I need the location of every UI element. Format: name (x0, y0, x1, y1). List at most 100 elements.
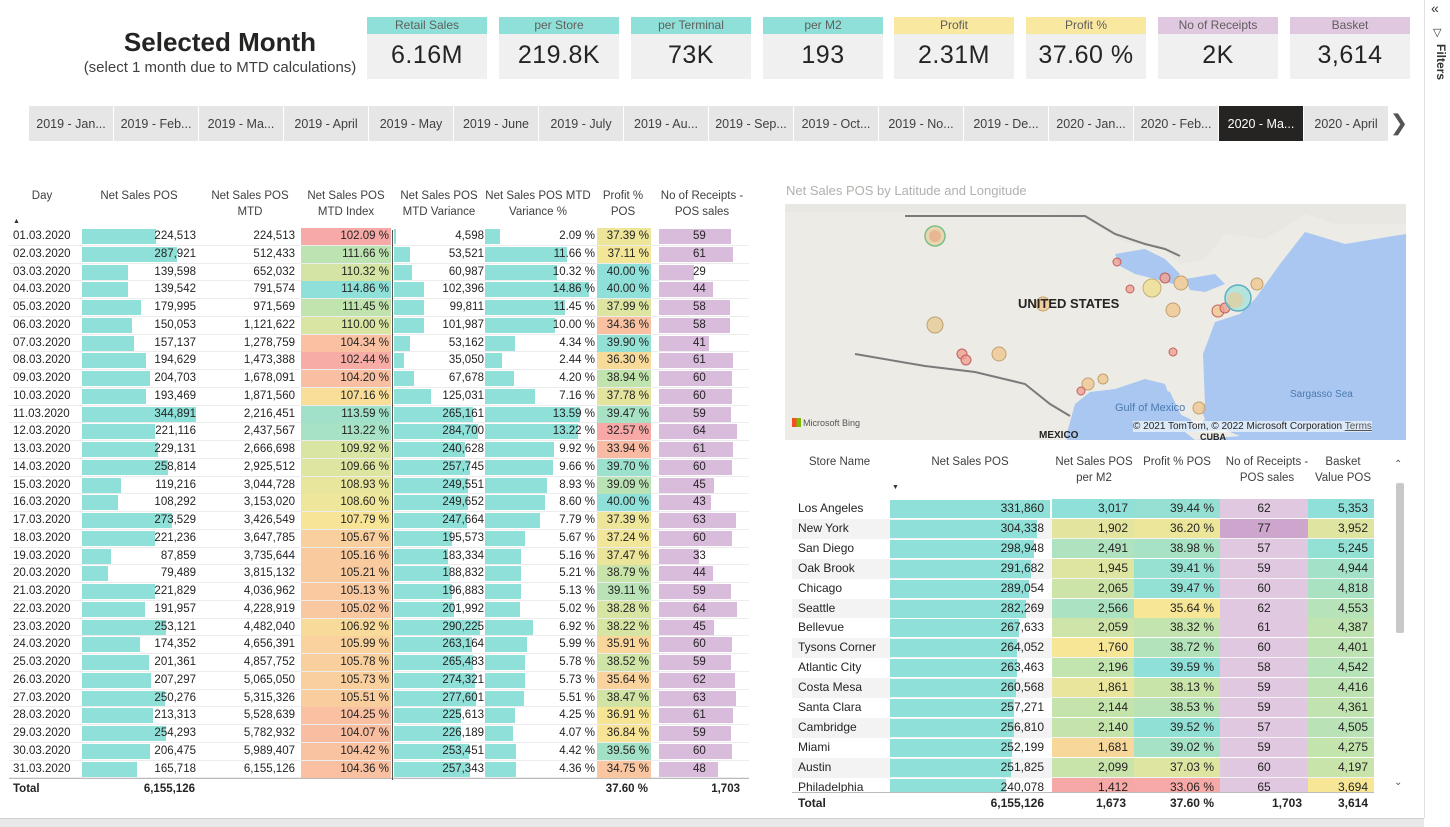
month-button[interactable]: 2020 - Jan... (1049, 106, 1133, 141)
month-button[interactable]: 2019 - Oct... (794, 106, 878, 141)
store-receipts-cell: 60 (1220, 757, 1308, 777)
slicer-next-arrow-icon[interactable]: ❯ (1389, 110, 1409, 135)
table-row[interactable]: Tysons Corner 264,052 1,760 38.72 % 60 4,401 (792, 638, 1374, 659)
bubble-houston[interactable] (1097, 373, 1109, 385)
bubble-atlantic-city[interactable] (1227, 292, 1243, 308)
month-button[interactable]: 2020 - Ma... (1219, 106, 1303, 141)
sort-ascending-icon[interactable]: ▲ (13, 218, 20, 225)
total-net-sales: 6,155,126 (143, 783, 195, 796)
map-canvas[interactable]: UNITED STATES MEXICO CUBA Gulf of Mexico… (785, 204, 1406, 440)
copyright-text: © 2021 TomTom, © 2022 Microsoft Corporat… (1133, 421, 1343, 432)
month-button[interactable]: 2019 - Ma... (199, 106, 283, 141)
month-button[interactable]: 2019 - April (284, 106, 368, 141)
bubble-costa-mesa[interactable] (960, 354, 972, 366)
month-button[interactable]: 2019 - Jan... (29, 106, 113, 141)
scroll-thumb[interactable] (1396, 483, 1404, 633)
table-row[interactable]: Seattle 282,269 2,566 35.64 % 62 4,553 (792, 598, 1374, 619)
table-row[interactable]: Austin 251,825 2,099 37.03 % 60 4,197 (792, 757, 1374, 778)
col-header-mtd-variance-pct[interactable]: Net Sales POS MTD Variance % (485, 190, 591, 218)
table-row[interactable]: Atlantic City 263,463 2,196 39.59 % 58 4,542 (792, 658, 1374, 678)
profit-pct-cell: 39.09 % (597, 476, 651, 494)
filters-pane[interactable]: « ▽ Filters (1424, 0, 1450, 818)
bubble-san-diego[interactable] (991, 346, 1007, 362)
month-button[interactable]: 2020 - April (1304, 106, 1388, 141)
scroll-up-icon[interactable]: ⌃ (1394, 459, 1403, 470)
table-row[interactable]: Miami 252,199 1,681 39.02 % 59 4,275 (792, 737, 1374, 758)
store-col-per-m2[interactable]: Net Sales POS per M2 (1055, 456, 1133, 484)
table-row[interactable]: Chicago 289,054 2,065 39.47 % 60 4,818 (792, 578, 1374, 599)
scroll-down-icon[interactable]: ⌄ (1394, 777, 1403, 788)
table-row[interactable]: Costa Mesa 260,568 1,861 38.13 % 59 4,416 (792, 678, 1374, 698)
bubble-dallas[interactable] (1081, 377, 1095, 391)
bubble-kansas[interactable] (1125, 284, 1135, 294)
store-col-basket[interactable]: Basket Value POS (1314, 456, 1372, 484)
table-row[interactable]: Cambridge 256,810 2,140 39.52 % 57 4,505 (792, 717, 1374, 738)
bubble-ohio[interactable] (1165, 302, 1181, 318)
receipts-bar (659, 743, 733, 759)
bubble-minneapolis[interactable] (1112, 257, 1122, 267)
day-cell: 13.03.2020 (13, 443, 71, 455)
profit-pct-cell: 34.36 % (597, 316, 651, 334)
table-row: 13.03.2020 229,131 2,666,698 109.92 % 240,62… (9, 441, 749, 459)
col-header-receipts[interactable]: No of Receipts - POS sales (660, 190, 744, 218)
month-button[interactable]: 2019 - May (369, 106, 453, 141)
bubble-miami[interactable] (1192, 401, 1206, 415)
net-sales-bar (82, 566, 109, 582)
col-header-mtd[interactable]: Net Sales POS MTD (211, 190, 289, 218)
table-row[interactable]: New York 304,338 1,902 36.20 % 77 3,952 (792, 518, 1374, 539)
sales-map[interactable]: UNITED STATES MEXICO CUBA Gulf of Mexico… (785, 204, 1406, 440)
variance-pct-cell: 5.02 % (559, 602, 595, 615)
day-cell: 28.03.2020 (13, 709, 71, 722)
day-cell: 26.03.2020 (13, 673, 71, 686)
month-button[interactable]: 2019 - Au... (624, 106, 708, 141)
collapse-filters-icon[interactable]: « (1431, 0, 1439, 16)
receipts-cell: 41 (693, 336, 706, 349)
store-col-profit-pct[interactable]: Profit % POS (1143, 456, 1211, 468)
month-button[interactable]: 2019 - De... (964, 106, 1048, 141)
store-col-net-sales[interactable]: Net Sales POS (931, 456, 1009, 468)
month-button[interactable]: 2019 - Feb... (114, 106, 198, 141)
month-button[interactable]: 2019 - July (539, 106, 623, 141)
store-col-receipts[interactable]: No of Receipts - POS sales (1225, 456, 1309, 484)
month-button[interactable]: 2020 - Feb... (1134, 106, 1218, 141)
kpi-card-profit-: Profit % 37.60 % (1026, 17, 1146, 79)
bubble-oak-brook[interactable] (1159, 272, 1171, 284)
bubble-detroit[interactable] (1173, 275, 1189, 291)
net-sales-cell: 179,995 (154, 301, 196, 313)
month-button[interactable]: 2019 - June (454, 106, 538, 141)
receipts-cell: 64 (693, 602, 706, 615)
net-sales-cell: 139,598 (154, 265, 196, 278)
store-col-name[interactable]: Store Name (808, 456, 871, 468)
col-header-profit-pct[interactable]: Profit % POS (602, 190, 644, 218)
store-table-scrollbar[interactable]: ⌃ ⌄ (1394, 455, 1406, 795)
filters-label[interactable]: Filters (1434, 44, 1448, 81)
net-sales-bar (82, 743, 151, 759)
month-button[interactable]: 2019 - Sep... (709, 106, 793, 141)
month-button[interactable]: 2019 - No... (879, 106, 963, 141)
store-sales-bar (890, 559, 1031, 578)
bubble-store-denver[interactable] (1035, 296, 1051, 312)
bubble-santa-clara[interactable] (926, 316, 944, 334)
col-header-day[interactable]: Day (31, 190, 53, 202)
table-row[interactable]: Los Angeles 331,860 3,017 39.44 % 62 5,353 (792, 499, 1374, 519)
sort-descending-icon[interactable]: ▼ (892, 484, 899, 491)
bubble-chicago[interactable] (1142, 278, 1162, 298)
net-sales-bar (82, 637, 140, 653)
store-receipts-cell: 59 (1220, 558, 1308, 578)
variance-bar (394, 637, 472, 653)
table-row[interactable]: San Diego 298,948 2,491 38.98 % 57 5,245 (792, 538, 1374, 559)
bubble-austin[interactable] (1076, 386, 1086, 396)
table-row[interactable]: Oak Brook 291,682 1,945 39.41 % 59 4,944 (792, 558, 1374, 579)
col-header-mtd-variance[interactable]: Net Sales POS MTD Variance (400, 190, 478, 218)
table-row[interactable]: Santa Clara 257,271 2,144 38.53 % 59 4,361 (792, 698, 1374, 718)
net-sales-bar (82, 388, 146, 404)
col-header-net-sales[interactable]: Net Sales POS (100, 190, 178, 202)
col-header-mtd-index[interactable]: Net Sales POS MTD Index (307, 190, 385, 218)
receipts-bar (659, 548, 700, 564)
terms-link[interactable]: Terms (1344, 421, 1372, 432)
table-row[interactable]: Bellevue 267,633 2,059 38.32 % 61 4,387 (792, 618, 1374, 638)
bubble-cambridge[interactable] (1250, 277, 1264, 291)
bubble-bellevue[interactable] (929, 230, 941, 242)
store-basket-cell: 4,361 (1308, 698, 1374, 717)
bubble-atlanta[interactable] (1168, 347, 1178, 357)
